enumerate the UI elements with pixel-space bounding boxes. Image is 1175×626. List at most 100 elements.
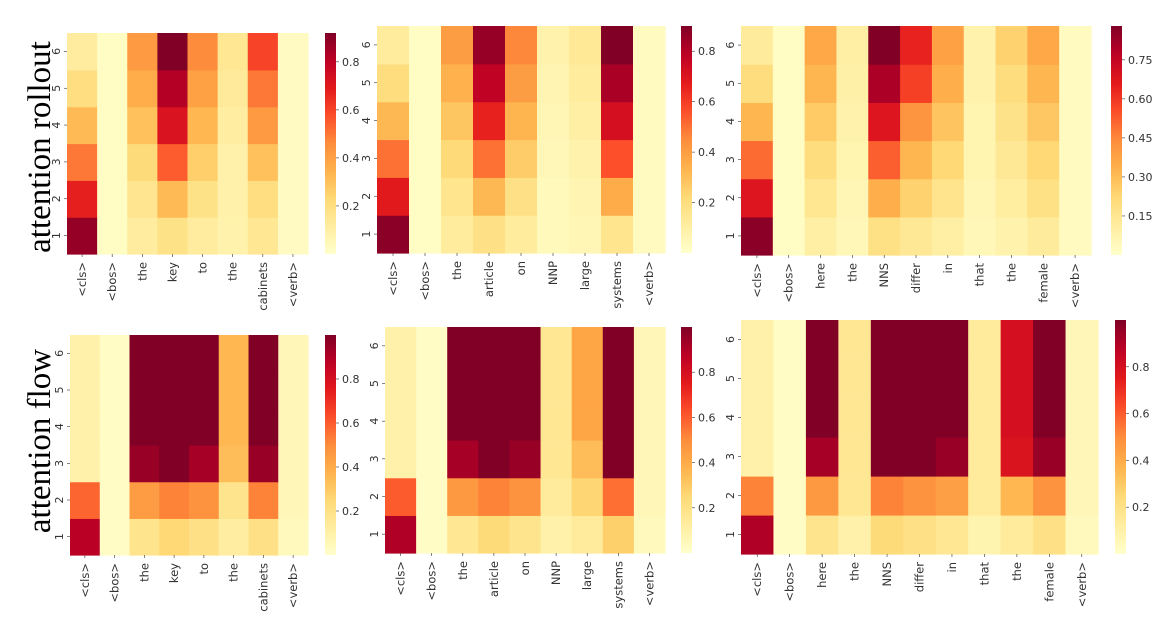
x-tick-label: the <box>1004 263 1018 282</box>
heatmap-cell <box>935 320 969 360</box>
heatmap-cell <box>1027 178 1060 218</box>
x-tick-label: systems <box>611 561 625 609</box>
heatmap-cell <box>571 402 604 441</box>
heatmap-cell <box>278 408 309 446</box>
y-tick-label: 3 <box>368 455 381 462</box>
heatmap-cell <box>416 477 448 516</box>
heatmap-cell <box>447 515 479 554</box>
heatmap-cell <box>601 177 634 216</box>
heatmap-cell <box>537 26 570 65</box>
x-tick-label: in <box>945 562 959 572</box>
heatmap-cell <box>473 101 506 141</box>
heatmap-cell <box>741 26 774 65</box>
heatmap-cell <box>963 26 997 65</box>
heatmap-cell <box>571 364 604 403</box>
x-tick-label: to <box>197 563 211 575</box>
heatmap-cell <box>67 69 98 108</box>
heatmap-cell <box>409 177 442 216</box>
heatmap-cell <box>97 217 128 255</box>
x-tick-label: <verb> <box>642 561 656 606</box>
x-tick-label: here <box>814 263 828 289</box>
heatmap-cell <box>441 26 474 65</box>
heatmap-cell <box>569 177 602 216</box>
heatmap-cell <box>441 63 474 103</box>
x-tick-label: that <box>973 263 987 287</box>
heatmap-cell <box>741 398 775 438</box>
colorbar-tick-label: 0.45 <box>1128 132 1153 145</box>
heatmap-cell <box>277 143 309 181</box>
heatmap-cell <box>805 515 839 555</box>
heatmap-cell <box>772 26 806 65</box>
heatmap-cell <box>804 178 838 218</box>
heatmap-cell <box>187 106 219 145</box>
y-tick-label: 5 <box>724 80 737 87</box>
heatmap-cell <box>741 64 774 103</box>
heatmap-cell <box>772 102 806 142</box>
heatmap-cell <box>247 69 279 108</box>
y-tick-label: 6 <box>360 41 373 48</box>
heatmap-cell <box>773 476 807 516</box>
heatmap-cell <box>70 371 101 409</box>
heatmap-cell <box>67 143 98 181</box>
heatmap-cell <box>67 180 98 218</box>
x-tick-label: <cls> <box>750 263 764 298</box>
heatmap-cell <box>995 140 1028 180</box>
heatmap-cell <box>1027 102 1060 142</box>
heatmap-cell <box>97 33 128 71</box>
heatmap-cell <box>1027 26 1060 65</box>
heatmap-cell <box>505 177 538 216</box>
heatmap-cell <box>968 359 1002 399</box>
x-tick-label: <bos> <box>783 562 797 602</box>
heatmap-cell <box>478 515 511 554</box>
heatmap-cell <box>159 518 190 556</box>
x-tick-label: the <box>845 263 859 282</box>
colorbar-tick-label: 0.8 <box>1132 361 1150 374</box>
heatmap-cell <box>633 364 666 403</box>
heatmap-cell <box>868 178 901 218</box>
heatmap-cell <box>571 440 604 479</box>
heatmap-cell <box>838 476 872 516</box>
heatmap-cell <box>1033 437 1067 477</box>
x-tick-label: the <box>1010 562 1024 581</box>
heatmap-cell <box>189 335 220 373</box>
heatmap-cell <box>505 63 538 103</box>
y-tick-label: 1 <box>50 232 63 239</box>
colorbar <box>681 26 692 253</box>
heatmap-cell <box>217 106 249 145</box>
heatmap-cell <box>633 139 666 178</box>
heatmap-cell <box>377 177 410 216</box>
heatmap-cell <box>416 327 448 366</box>
x-tick-label: <verb> <box>1068 263 1082 308</box>
heatmap-cell <box>277 69 309 108</box>
heatmap-cell <box>931 64 965 103</box>
heatmap-cell <box>129 481 160 519</box>
colorbar-tick-label: 0.6 <box>698 411 716 424</box>
heatmap-cell <box>836 64 869 103</box>
heatmap-cell <box>868 140 901 180</box>
x-tick-label: key <box>165 262 179 282</box>
heatmap-cell <box>900 216 933 256</box>
heatmap-cell <box>741 515 775 555</box>
heatmap-cell <box>277 106 309 145</box>
heatmap-cell <box>772 178 806 218</box>
x-tick-label: the <box>450 261 464 280</box>
heatmap-cell <box>968 398 1002 438</box>
heatmap-cell <box>385 364 417 403</box>
heatmap-cell <box>157 180 189 218</box>
x-tick-label: <verb> <box>286 262 300 307</box>
colorbar-tick-label: 0.2 <box>342 200 360 213</box>
heatmap-cell <box>277 217 309 255</box>
y-tick-label: 6 <box>50 48 63 55</box>
x-tick-label: in <box>941 263 955 273</box>
heatmap-cell <box>409 63 442 103</box>
y-tick-label: 4 <box>368 418 381 425</box>
heatmap-cell <box>505 139 538 178</box>
heatmap-cell <box>540 364 573 403</box>
heatmap-cell <box>99 335 131 373</box>
x-tick-label: differ <box>909 263 923 293</box>
heatmap-cell <box>159 481 190 519</box>
y-tick-label: 4 <box>50 122 63 129</box>
x-tick-label: differ <box>913 562 927 592</box>
heatmap-cell <box>931 140 965 180</box>
y-tick-label: 4 <box>724 118 737 125</box>
